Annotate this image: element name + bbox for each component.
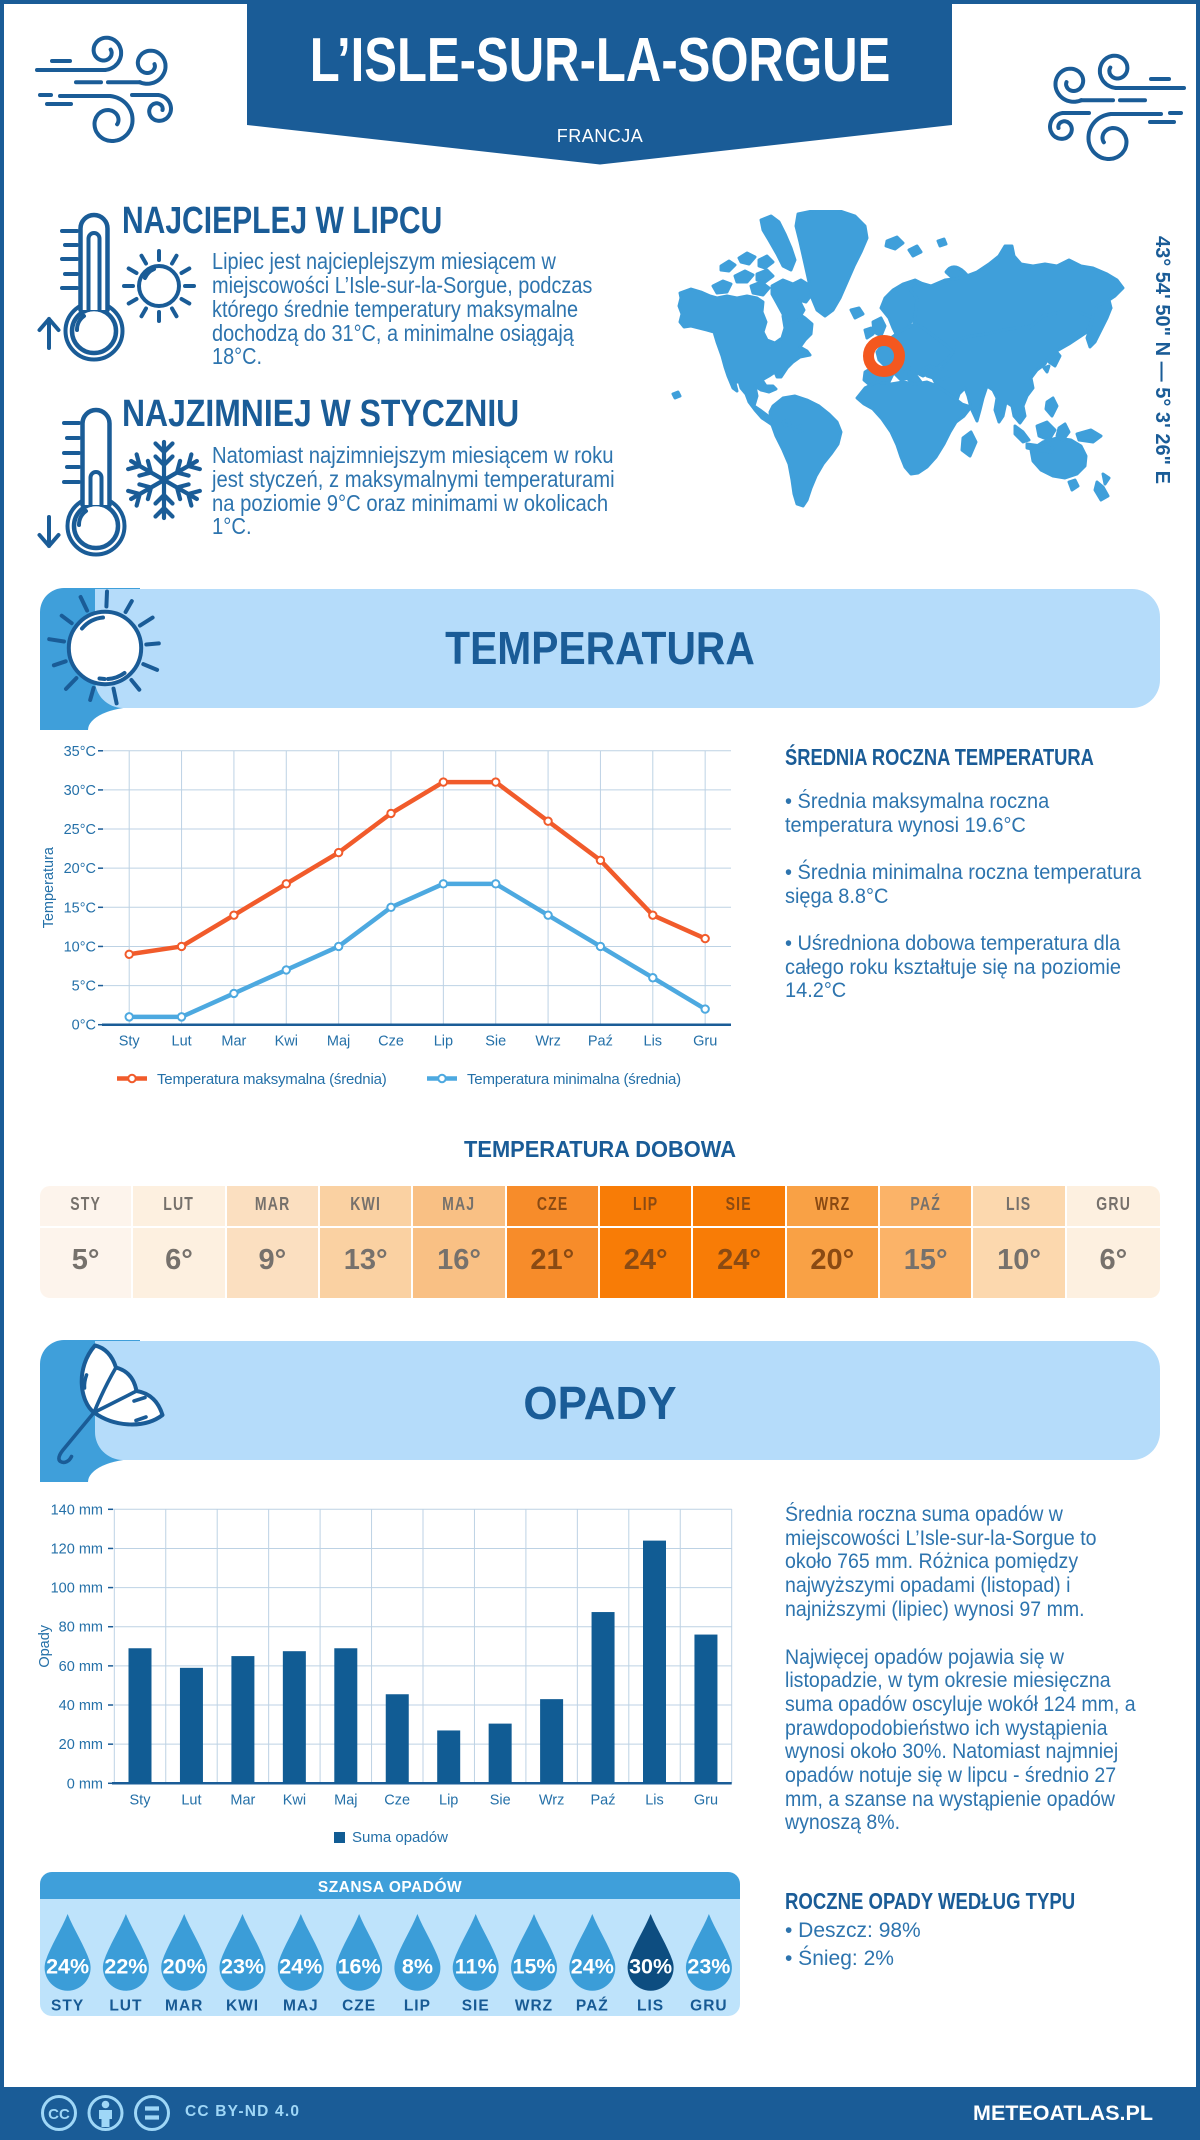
svg-text:Suma opadów: Suma opadów xyxy=(352,1829,448,1846)
svg-text:Sty: Sty xyxy=(119,1034,141,1050)
svg-text:Paź: Paź xyxy=(591,1792,616,1808)
svg-text:40 mm: 40 mm xyxy=(59,1698,103,1714)
svg-text:LUT: LUT xyxy=(109,1998,142,2015)
svg-text:Paź: Paź xyxy=(588,1034,613,1050)
svg-text:Sty: Sty xyxy=(130,1792,152,1808)
svg-text:22%: 22% xyxy=(104,1955,147,1979)
svg-text:Mar: Mar xyxy=(230,1792,255,1808)
svg-text:Opady: Opady xyxy=(37,1624,53,1667)
svg-text:PAŹ: PAŹ xyxy=(576,1998,609,2015)
svg-text:CZE: CZE xyxy=(342,1998,376,2015)
svg-text:LIS: LIS xyxy=(637,1998,664,2015)
svg-text:140 mm: 140 mm xyxy=(51,1502,103,1518)
svg-text:Lis: Lis xyxy=(644,1034,663,1050)
svg-text:WRZ: WRZ xyxy=(515,1998,553,2015)
svg-text:20°C: 20°C xyxy=(64,861,96,877)
svg-text:15°C: 15°C xyxy=(64,900,96,916)
svg-text:Sie: Sie xyxy=(485,1034,506,1050)
svg-text:Wrz: Wrz xyxy=(539,1792,565,1808)
svg-text:Maj: Maj xyxy=(327,1034,350,1050)
svg-text:35°C: 35°C xyxy=(64,744,96,760)
svg-text:LIP: LIP xyxy=(404,1998,431,2015)
svg-text:30%: 30% xyxy=(629,1955,672,1979)
svg-text:Lut: Lut xyxy=(172,1034,192,1050)
svg-text:24%: 24% xyxy=(279,1955,322,1979)
svg-text:15%: 15% xyxy=(512,1955,555,1979)
svg-text:10°C: 10°C xyxy=(64,939,96,955)
svg-text:20 mm: 20 mm xyxy=(59,1737,103,1753)
svg-text:0 mm: 0 mm xyxy=(67,1776,103,1792)
svg-text:24%: 24% xyxy=(571,1955,614,1979)
svg-text:Cze: Cze xyxy=(384,1792,410,1808)
svg-text:Maj: Maj xyxy=(334,1792,357,1808)
svg-text:8%: 8% xyxy=(402,1955,433,1979)
svg-text:100 mm: 100 mm xyxy=(51,1581,103,1597)
svg-text:Lis: Lis xyxy=(645,1792,664,1808)
svg-text:0°C: 0°C xyxy=(72,1018,96,1034)
svg-text:80 mm: 80 mm xyxy=(59,1620,103,1636)
svg-text:Sie: Sie xyxy=(490,1792,511,1808)
svg-text:Temperatura minimalna (średnia: Temperatura minimalna (średnia) xyxy=(467,1071,681,1088)
svg-text:20%: 20% xyxy=(163,1955,206,1979)
svg-text:120 mm: 120 mm xyxy=(51,1541,103,1557)
svg-text:24%: 24% xyxy=(46,1955,89,1979)
svg-text:Temperatura maksymalna (średni: Temperatura maksymalna (średnia) xyxy=(157,1071,387,1088)
svg-text:30°C: 30°C xyxy=(64,783,96,799)
svg-text:Wrz: Wrz xyxy=(535,1034,561,1050)
svg-text:Kwi: Kwi xyxy=(275,1034,298,1050)
svg-text:Temperatura: Temperatura xyxy=(41,846,57,928)
svg-text:MAR: MAR xyxy=(165,1998,203,2015)
svg-text:Gru: Gru xyxy=(693,1034,717,1050)
svg-text:11%: 11% xyxy=(455,1955,497,1979)
svg-text:SIE: SIE xyxy=(462,1998,490,2015)
svg-text:60 mm: 60 mm xyxy=(59,1659,103,1675)
svg-text:Kwi: Kwi xyxy=(283,1792,306,1808)
svg-text:Lip: Lip xyxy=(439,1792,458,1808)
svg-text:23%: 23% xyxy=(687,1955,730,1979)
svg-text:Mar: Mar xyxy=(221,1034,246,1050)
svg-text:Cze: Cze xyxy=(378,1034,404,1050)
svg-text:23%: 23% xyxy=(221,1955,264,1979)
svg-text:STY: STY xyxy=(51,1998,84,2015)
svg-text:GRU: GRU xyxy=(690,1998,727,2015)
svg-text:Gru: Gru xyxy=(694,1792,718,1808)
svg-text:KWI: KWI xyxy=(226,1998,259,2015)
svg-text:Lut: Lut xyxy=(181,1792,201,1808)
svg-text:5°C: 5°C xyxy=(72,979,96,995)
svg-text:CC: CC xyxy=(48,2106,70,2123)
svg-text:16%: 16% xyxy=(338,1955,381,1979)
svg-text:25°C: 25°C xyxy=(64,822,96,838)
svg-text:MAJ: MAJ xyxy=(283,1998,319,2015)
svg-text:Lip: Lip xyxy=(434,1034,453,1050)
